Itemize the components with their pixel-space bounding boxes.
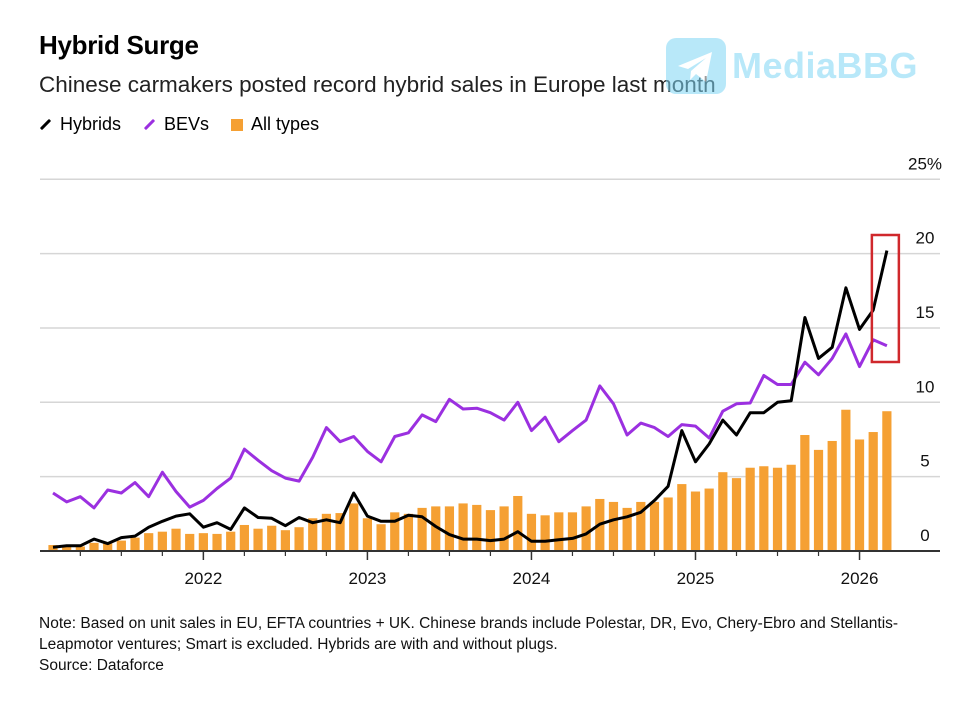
bar-all-types (622, 507, 632, 551)
bar-all-types (882, 411, 892, 551)
x-axis (40, 550, 940, 560)
x-axis-labels: 2022 2023 2024 2025 2026 (184, 569, 878, 588)
bar-all-types (690, 491, 701, 551)
legend-label-hybrids: Hybrids (60, 114, 122, 134)
bar-all-types (554, 512, 564, 551)
bar-all-types (48, 545, 58, 551)
bar-all-types (677, 484, 687, 551)
footnote: Note: Based on unit sales in EU, EFTA co… (39, 613, 939, 676)
bar-all-types (526, 513, 537, 551)
bar-all-types (663, 497, 673, 551)
bar-all-types (513, 495, 523, 551)
bar-all-types (116, 540, 126, 551)
bar-all-types (403, 513, 414, 551)
bar-all-types (130, 537, 140, 551)
bar-all-types (718, 472, 728, 551)
legend-label-bevs: BEVs (164, 114, 210, 134)
y-tick-label: 10 (916, 377, 935, 396)
bar-all-types (868, 432, 878, 551)
bar-all-types (841, 409, 851, 551)
bar-all-types (431, 506, 441, 551)
bar-all-types (239, 524, 249, 551)
bar-all-types (772, 467, 783, 551)
legend: Hybrids BEVs All types (39, 114, 319, 135)
bar-all-types (362, 518, 373, 551)
bar-all-types (854, 439, 865, 551)
bar-all-types (212, 533, 222, 551)
bar-all-types (786, 464, 796, 551)
legend-item-hybrids: Hybrids (39, 114, 121, 135)
bar-all-types (540, 515, 550, 551)
x-tick-label: 2022 (184, 569, 222, 588)
bar-all-types (759, 466, 769, 551)
bar-all-types (280, 530, 290, 551)
y-tick-label: 15 (916, 303, 935, 322)
bar-all-types (335, 513, 345, 551)
source-text: Source: Dataforce (39, 657, 164, 674)
bar-all-types (226, 531, 236, 551)
bar-all-types (485, 510, 496, 551)
bar-all-types (253, 528, 263, 551)
bar-all-types (581, 506, 591, 551)
bar-all-types (417, 507, 427, 551)
bar-all-types (376, 524, 386, 551)
watermark-text: MediaBBG (732, 45, 919, 86)
legend-label-all-types: All types (251, 114, 320, 134)
bar-all-types (62, 545, 72, 551)
x-tick-label: 2025 (677, 569, 715, 588)
bar-all-types (157, 531, 167, 551)
bar-all-types (294, 527, 304, 551)
gridlines (40, 178, 940, 478)
bar-all-types (636, 501, 646, 551)
telegram-plane-icon (666, 38, 726, 94)
chart-title: Hybrid Surge (39, 30, 199, 60)
x-tick-label: 2024 (513, 569, 551, 588)
legend-item-all-types: All types (231, 114, 319, 135)
legend-item-bevs: BEVs (143, 114, 209, 135)
bars-all-types (48, 409, 892, 551)
x-tick-label: 2023 (348, 569, 386, 588)
bar-all-types (198, 533, 208, 551)
bar-all-types (75, 546, 85, 551)
y-tick-label: 5 (920, 452, 929, 471)
x-tick-label: 2026 (841, 569, 879, 588)
line-bevs (52, 332, 888, 510)
line-hybrids (52, 250, 889, 549)
series-lines (52, 250, 889, 549)
chart-svg: 0 5 10 15 20 25% 2022 2023 2024 2025 2026 (40, 154, 942, 588)
bar-all-types (390, 512, 400, 551)
bar-all-types (800, 435, 810, 551)
chart-subtitle: Chinese carmakers posted record hybrid s… (39, 72, 716, 97)
bar-all-types (171, 528, 181, 551)
bar-all-types (608, 501, 619, 551)
y-tick-label: 0 (920, 526, 929, 545)
y-tick-label: 25% (908, 154, 942, 173)
bar-all-types (308, 518, 318, 551)
bar-all-types (567, 512, 578, 551)
bar-all-types (499, 506, 509, 551)
bar-all-types (649, 501, 660, 551)
bar-all-types (185, 533, 195, 551)
bar-all-types (267, 525, 277, 551)
bar-all-types (827, 440, 837, 551)
bar-all-types (731, 478, 742, 551)
y-tick-label: 20 (916, 229, 935, 248)
all-types-square-swatch-icon (231, 118, 244, 131)
bar-all-types (89, 542, 99, 551)
watermark-logo: MediaBBG (666, 38, 918, 94)
bar-all-types (458, 503, 468, 551)
bar-all-types (349, 503, 359, 551)
bar-all-types (144, 533, 154, 551)
highlight-box (870, 233, 901, 364)
bar-all-types (704, 488, 714, 551)
y-axis-labels: 0 5 10 15 20 25% (908, 154, 942, 545)
note-text: Note: Based on unit sales in EU, EFTA co… (39, 615, 899, 653)
bar-all-types (444, 506, 455, 551)
bar-all-types (813, 449, 824, 551)
bar-all-types (321, 513, 331, 551)
bar-all-types (472, 504, 482, 551)
bar-all-types (745, 467, 755, 551)
bar-all-types (103, 543, 113, 551)
